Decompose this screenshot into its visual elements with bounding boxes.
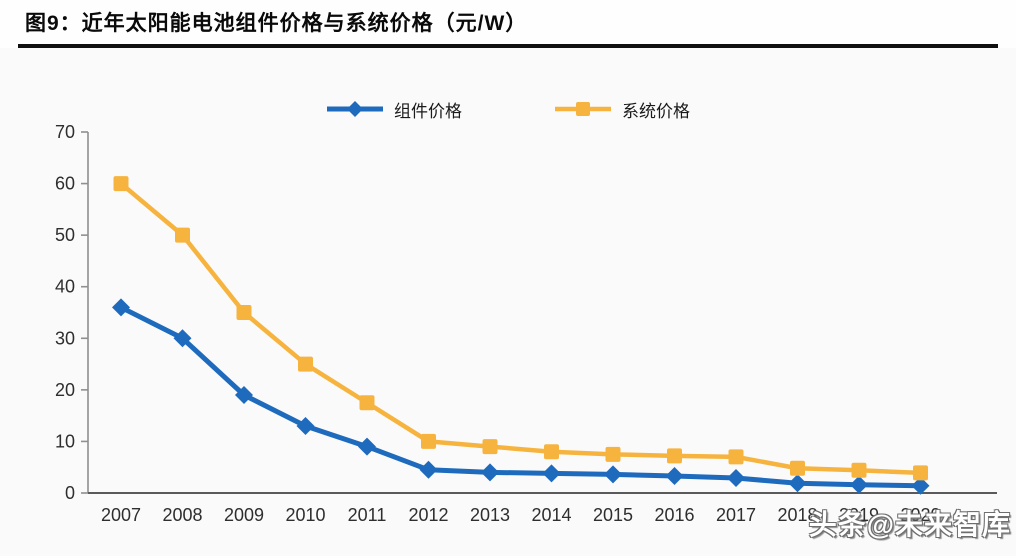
svg-text:2008: 2008 xyxy=(162,505,202,525)
legend-label-system: 系统价格 xyxy=(622,101,690,121)
svg-text:2010: 2010 xyxy=(285,505,325,525)
figure-header: 图9：近年太阳能电池组件价格与系统价格（元/W） xyxy=(0,0,1016,48)
svg-text:30: 30 xyxy=(55,328,75,348)
system-series-sample-icon xyxy=(555,102,611,116)
svg-text:2018: 2018 xyxy=(777,505,817,525)
svg-text:2012: 2012 xyxy=(408,505,448,525)
svg-text:60: 60 xyxy=(55,174,75,194)
svg-text:50: 50 xyxy=(55,225,75,245)
legend-item-module: 组件价格 xyxy=(326,97,462,122)
chart-legend: 组件价格 系统价格 xyxy=(0,97,1016,122)
svg-text:2020: 2020 xyxy=(900,505,940,525)
line-chart: 0 10 20 30 40 50 60 70 2007 2008 2009 2010 2011 2012 2… xyxy=(55,122,997,525)
module-series-sample-icon xyxy=(327,101,383,117)
svg-text:10: 10 xyxy=(55,431,75,451)
svg-text:70: 70 xyxy=(55,122,75,142)
chart-region: 0 10 20 30 40 50 60 70 2007 2008 2009 2010 2011 2012 2… xyxy=(0,48,1016,556)
figure-title: 图9：近年太阳能电池组件价格与系统价格（元/W） xyxy=(25,12,528,35)
svg-text:2014: 2014 xyxy=(531,505,571,525)
title-underline xyxy=(18,44,998,48)
svg-text:2011: 2011 xyxy=(348,505,387,525)
svg-text:40: 40 xyxy=(55,277,75,297)
svg-text:2009: 2009 xyxy=(224,505,264,525)
svg-text:2015: 2015 xyxy=(593,505,633,525)
svg-text:2007: 2007 xyxy=(101,505,141,525)
svg-text:2019: 2019 xyxy=(839,505,879,525)
svg-text:2017: 2017 xyxy=(716,505,756,525)
svg-text:0: 0 xyxy=(65,483,75,503)
watermark: 头条@未来智库 xyxy=(808,509,1011,540)
svg-text:2016: 2016 xyxy=(654,505,694,525)
legend-label-module: 组件价格 xyxy=(394,101,462,121)
svg-text:2013: 2013 xyxy=(470,505,510,525)
svg-text:20: 20 xyxy=(55,380,75,400)
legend-item-system: 系统价格 xyxy=(554,97,690,122)
